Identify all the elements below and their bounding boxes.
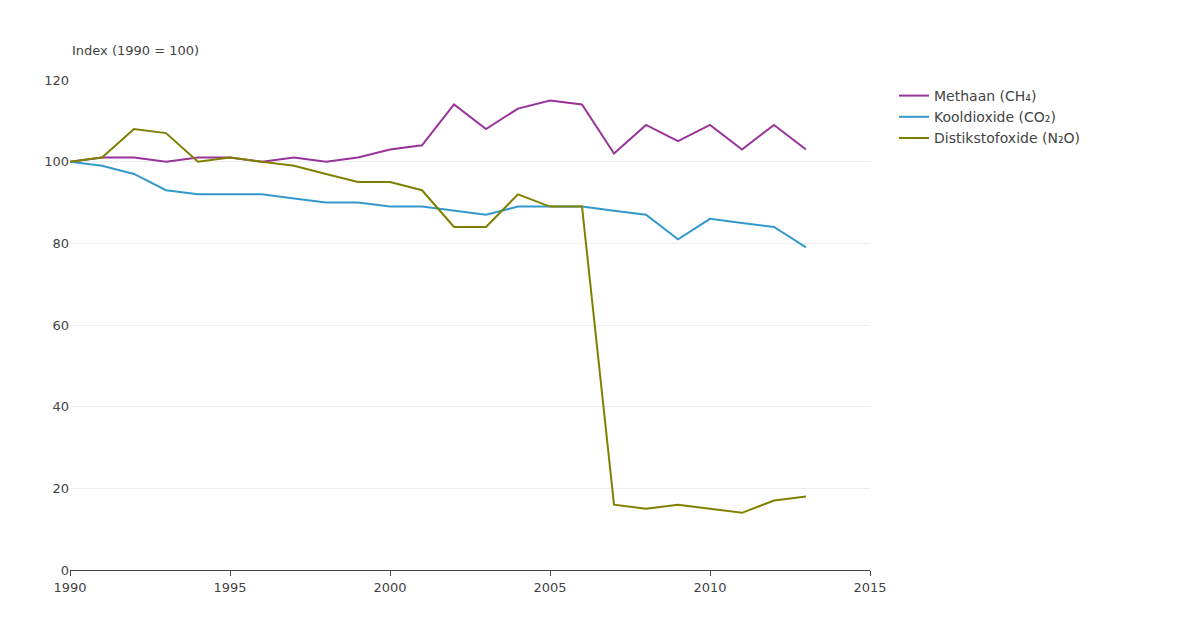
svg-text:1990: 1990 (53, 580, 86, 595)
svg-text:100: 100 (44, 154, 69, 169)
svg-text:2015: 2015 (853, 580, 886, 595)
svg-text:20: 20 (52, 481, 69, 496)
svg-text:120: 120 (44, 73, 69, 88)
svg-text:1995: 1995 (213, 580, 246, 595)
svg-text:0: 0 (61, 563, 69, 578)
svg-text:60: 60 (52, 318, 69, 333)
svg-text:Kooldioxide (CO₂): Kooldioxide (CO₂) (934, 109, 1056, 125)
svg-text:Methaan (CH₄): Methaan (CH₄) (934, 88, 1036, 104)
svg-text:2005: 2005 (533, 580, 566, 595)
svg-text:2000: 2000 (373, 580, 406, 595)
svg-text:80: 80 (52, 236, 69, 251)
svg-text:Index (1990 = 100): Index (1990 = 100) (72, 43, 199, 58)
svg-text:Distikstofoxide (N₂O): Distikstofoxide (N₂O) (934, 130, 1080, 146)
svg-text:2010: 2010 (693, 580, 726, 595)
svg-text:40: 40 (52, 399, 69, 414)
